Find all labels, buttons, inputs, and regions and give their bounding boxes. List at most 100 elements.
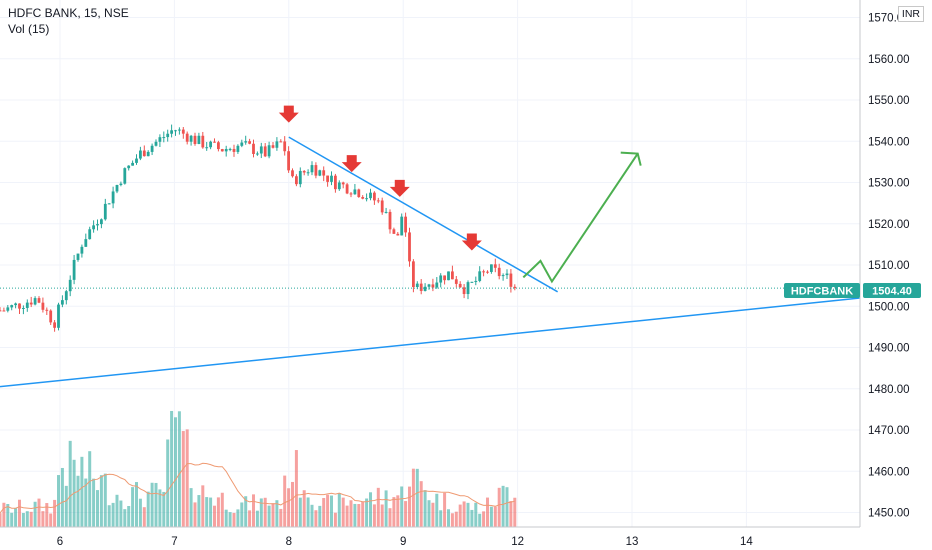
volume-bar [302, 490, 306, 527]
candle-body [49, 310, 53, 323]
rising-support-line [0, 297, 861, 388]
price-tag-label: 1504.40 [872, 286, 912, 298]
projection-arrowhead [620, 151, 642, 166]
price-tick-label: 1530.00 [868, 178, 910, 190]
candle-body [337, 182, 341, 190]
currency-badge[interactable]: INR [897, 6, 924, 22]
volume-bar [365, 498, 369, 527]
volume-bar [267, 505, 271, 527]
volume-bar [103, 473, 107, 527]
volume-bar [14, 508, 18, 527]
candle-body [497, 267, 501, 277]
candle-body [131, 162, 134, 166]
candle-body [189, 135, 193, 142]
candle-body [279, 141, 283, 143]
candle-body [240, 142, 244, 146]
candle-body [271, 145, 275, 148]
candle-body [201, 135, 205, 148]
volume-bar [396, 495, 400, 527]
candle-body [443, 275, 446, 281]
price-axis[interactable]: 1450.00 1460.00 1470.00 1480.00 1490.00 1500.… [859, 0, 932, 550]
volume-bar [189, 488, 193, 527]
candle-body [470, 281, 474, 283]
volume-bar [263, 497, 267, 527]
time-axis[interactable]: 6 7 8 9 12 13 14 [0, 526, 860, 548]
candle-body [14, 303, 17, 306]
price-tick-label: 1450.00 [868, 508, 910, 520]
candle-body [404, 216, 407, 233]
volume-bar [166, 439, 170, 527]
volume-bar [244, 496, 248, 527]
candle-body [123, 168, 127, 184]
volume-bar [427, 500, 431, 527]
candle-body [369, 192, 372, 199]
candle-body [345, 184, 349, 194]
volume-bar [291, 481, 294, 527]
candle-body [439, 275, 443, 283]
volume-bar [119, 500, 123, 527]
volume-bar [88, 451, 92, 527]
volume-bar [107, 505, 111, 527]
candle-body [119, 183, 123, 186]
candles [0, 124, 517, 332]
candle-body [115, 185, 119, 192]
candle-body [326, 175, 329, 182]
candle-body [256, 153, 259, 155]
volume-bar [513, 497, 517, 527]
volume-bar [259, 498, 263, 527]
candle-body [53, 322, 56, 328]
candle-body [80, 246, 84, 254]
candle-body [162, 137, 166, 139]
candle-body [259, 146, 263, 154]
volume-bar [322, 498, 326, 527]
volume-bar [493, 506, 497, 527]
candle-body [275, 141, 279, 148]
volume-bar [135, 482, 138, 527]
volume-bar [138, 498, 142, 527]
volume-bar [372, 504, 376, 527]
candle-body [103, 203, 107, 220]
price-tick-label: 1470.00 [868, 425, 910, 437]
candle-body [306, 172, 310, 174]
candle-body [419, 283, 423, 291]
last-price-tag: HDFCBANK 1504.40 [784, 283, 921, 298]
volume-bar [248, 510, 252, 527]
drawings[interactable] [0, 105, 861, 388]
volume-bar [41, 511, 45, 527]
volume-bar [318, 505, 322, 527]
candle-body [427, 284, 431, 287]
volume-bar [353, 503, 357, 527]
volume-bar [185, 429, 189, 527]
candle-body [84, 239, 88, 247]
volume-bar [0, 513, 2, 527]
volume-bar [275, 500, 279, 527]
candle-body [174, 130, 177, 132]
volume-bars [0, 410, 517, 527]
volume-bar [294, 450, 298, 527]
volume-bar [415, 468, 419, 527]
candle-body [462, 287, 466, 295]
volume-bar [306, 497, 310, 527]
candle-body [415, 283, 419, 288]
volume-bar [497, 487, 501, 527]
candle-body [322, 170, 326, 176]
candle-body [220, 149, 224, 152]
candle-body [236, 145, 240, 152]
volume-bar [486, 497, 489, 527]
candle-body [181, 129, 185, 134]
candle-body [228, 148, 232, 150]
volume-bar [216, 497, 220, 527]
candle-body [263, 146, 267, 157]
candle-body [287, 151, 290, 171]
candle-body [25, 302, 29, 308]
volume-ma-line [0, 462, 515, 514]
volume-bar [443, 492, 447, 527]
volume-bar [33, 501, 37, 527]
volume-bar [213, 505, 216, 527]
volume-bar [470, 509, 474, 527]
price-tick-label: 1490.00 [868, 343, 910, 355]
volume-bar [333, 512, 337, 527]
time-tick-label: 12 [511, 536, 524, 548]
volume-bar [345, 505, 349, 527]
